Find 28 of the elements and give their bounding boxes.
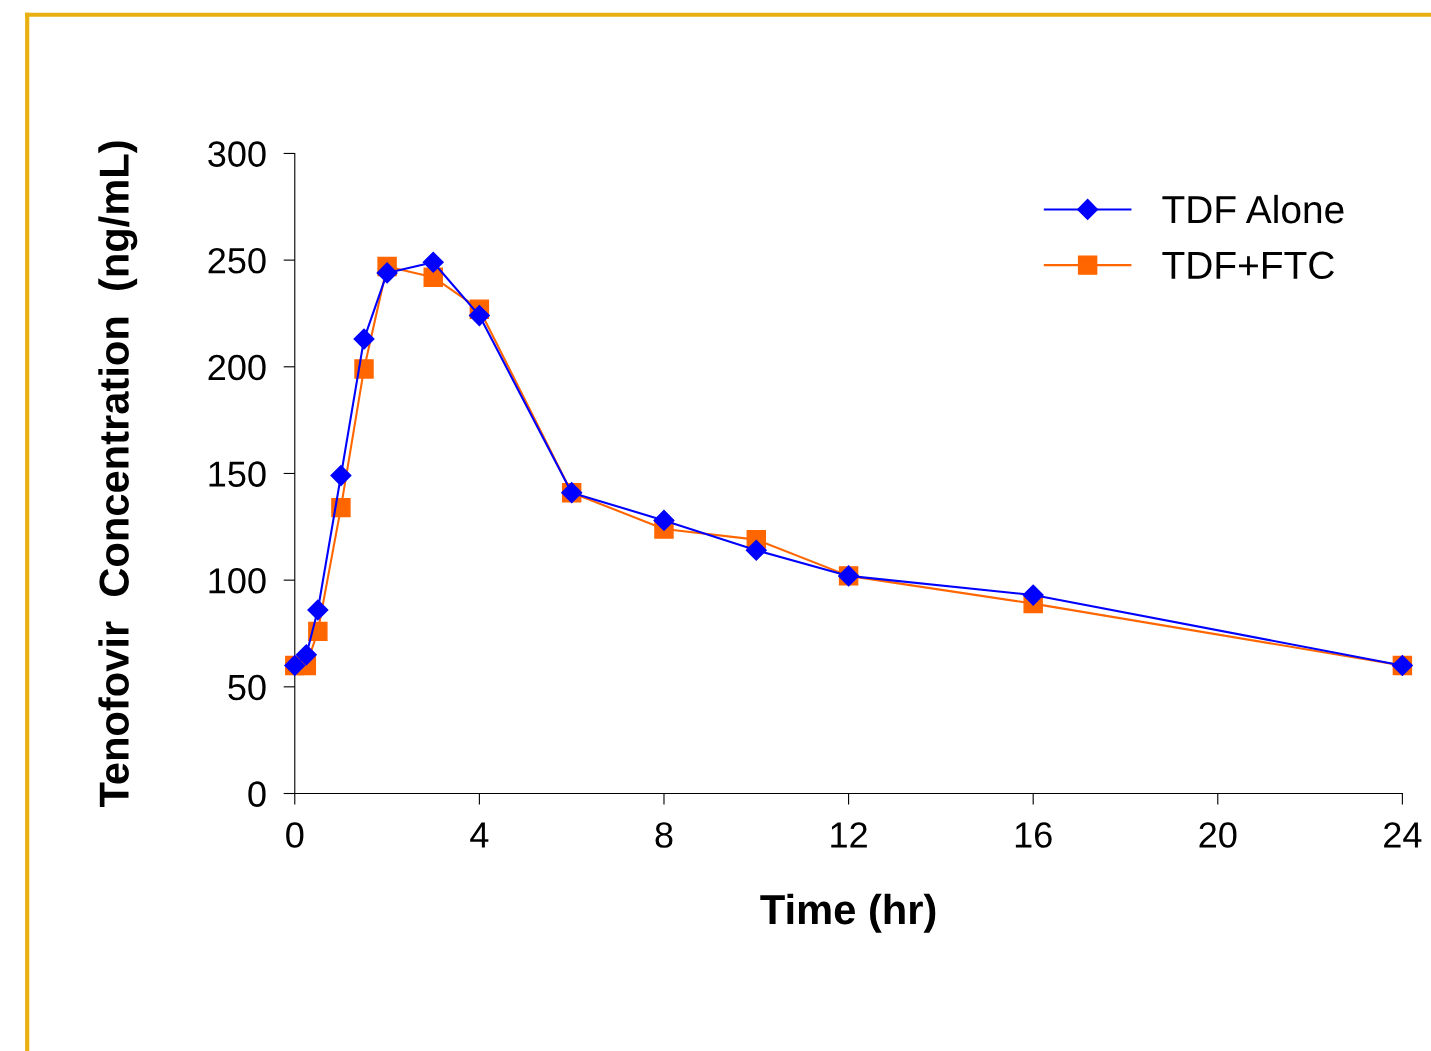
x-tick-label: 16 (1015, 822, 1052, 848)
point (295, 644, 317, 666)
x-tick-label: 4 (470, 822, 489, 848)
y-tick-label: 200 (208, 354, 266, 381)
point (353, 328, 375, 350)
point (330, 465, 352, 487)
point (653, 509, 675, 531)
legend-label: TDF+FTC (1162, 251, 1334, 280)
y-tick-label: 50 (228, 674, 266, 701)
x-tick-label: 8 (655, 822, 673, 848)
x-tick-label: 12 (831, 822, 867, 848)
point (745, 539, 767, 561)
x-tick-label: 0 (286, 822, 304, 848)
y-axis-title: Tenofovir Concentration (ng/mL) (98, 141, 138, 808)
point (376, 262, 398, 284)
y-tick-label: 0 (248, 781, 266, 807)
point (307, 599, 329, 621)
point (468, 305, 490, 327)
point (1022, 584, 1044, 606)
x-axis-title: Time (hr) (760, 893, 936, 933)
x-tick-label: 24 (1384, 822, 1422, 848)
y-tick-label: 150 (209, 461, 266, 487)
y-tick-label: 100 (209, 568, 266, 594)
legend-label: TDF Alone (1162, 194, 1344, 224)
point (422, 251, 444, 273)
y-tick-label: 300 (208, 141, 266, 167)
x-tick-label: 20 (1199, 822, 1237, 848)
y-tick-label: 250 (208, 247, 266, 274)
